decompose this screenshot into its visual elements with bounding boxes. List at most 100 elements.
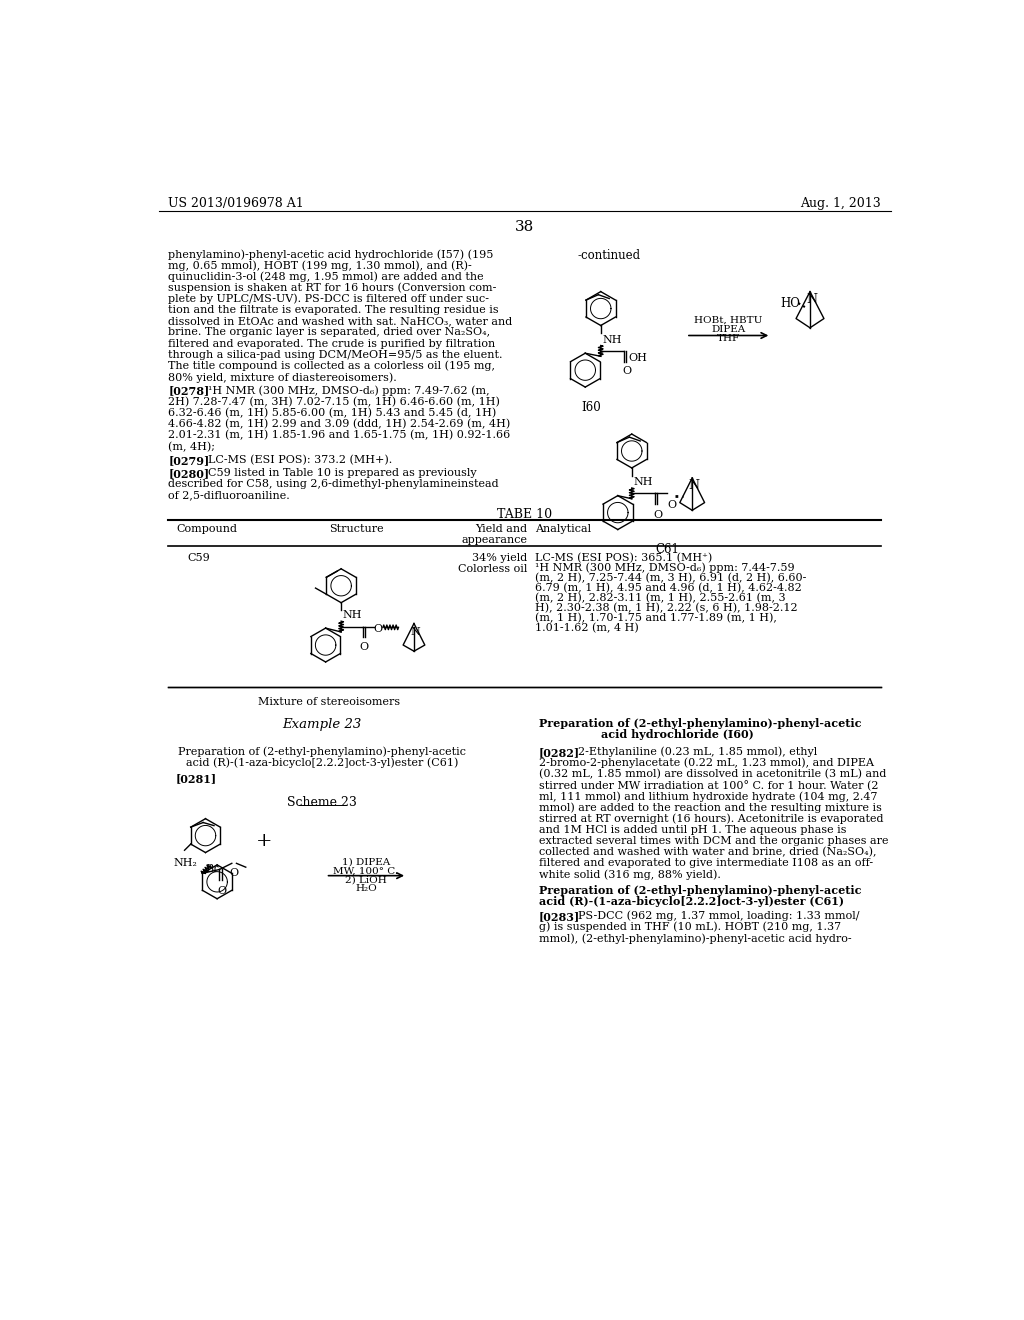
Text: acid (R)-(1-aza-bicyclo[2.2.2]oct-3-yl)ester (C61): acid (R)-(1-aza-bicyclo[2.2.2]oct-3-yl)e… [539, 896, 844, 907]
Text: LC-MS (ESI POS): 373.2 (MH+).: LC-MS (ESI POS): 373.2 (MH+). [201, 455, 392, 465]
Text: ¹H NMR (300 MHz, DMSO-d₆) ppm: 7.44-7.59: ¹H NMR (300 MHz, DMSO-d₆) ppm: 7.44-7.59 [535, 562, 795, 573]
Text: O: O [653, 511, 663, 520]
Text: HOBt, HBTU: HOBt, HBTU [694, 315, 763, 325]
Text: Colorless oil: Colorless oil [458, 564, 527, 574]
Text: acid hydrochloride (I60): acid hydrochloride (I60) [601, 730, 754, 741]
Text: 80% yield, mixture of diastereoisomers).: 80% yield, mixture of diastereoisomers). [168, 372, 397, 383]
Text: C61: C61 [655, 544, 679, 557]
Text: (m, 2 H), 2.82-3.11 (m, 1 H), 2.55-2.61 (m, 3: (m, 2 H), 2.82-3.11 (m, 1 H), 2.55-2.61 … [535, 593, 785, 603]
Text: appearance: appearance [461, 536, 527, 545]
Text: quinuclidin-3-ol (248 mg, 1.95 mmol) are added and the: quinuclidin-3-ol (248 mg, 1.95 mmol) are… [168, 272, 484, 282]
Text: 4.66-4.82 (m, 1H) 2.99 and 3.09 (ddd, 1H) 2.54-2.69 (m, 4H): 4.66-4.82 (m, 1H) 2.99 and 3.09 (ddd, 1H… [168, 418, 511, 429]
Text: Yield and: Yield and [475, 524, 527, 535]
Text: H₂O: H₂O [355, 883, 377, 892]
Text: filtered and evaporated. The crude is purified by filtration: filtered and evaporated. The crude is pu… [168, 339, 496, 348]
Text: NH: NH [602, 335, 622, 345]
Text: Compound: Compound [176, 524, 237, 535]
Text: mg, 0.65 mmol), HOBT (199 mg, 1.30 mmol), and (R)-: mg, 0.65 mmol), HOBT (199 mg, 1.30 mmol)… [168, 260, 472, 271]
Text: mmol), (2-ethyl-phenylamino)-phenyl-acetic acid hydro-: mmol), (2-ethyl-phenylamino)-phenyl-acet… [539, 933, 851, 944]
Text: brine. The organic layer is separated, dried over Na₂SO₄,: brine. The organic layer is separated, d… [168, 327, 490, 338]
Text: Aug. 1, 2013: Aug. 1, 2013 [801, 197, 882, 210]
Text: N: N [806, 293, 817, 306]
Text: I60: I60 [582, 401, 601, 414]
Text: described for C58, using 2,6-dimethyl-phenylamineinstead: described for C58, using 2,6-dimethyl-ph… [168, 479, 499, 490]
Text: dissolved in EtOAc and washed with sat. NaHCO₃, water and: dissolved in EtOAc and washed with sat. … [168, 317, 513, 326]
Text: Mixture of stereoisomers: Mixture of stereoisomers [258, 697, 400, 706]
Text: Scheme 23: Scheme 23 [287, 796, 356, 809]
Text: suspension is shaken at RT for 16 hours (Conversion com-: suspension is shaken at RT for 16 hours … [168, 282, 497, 293]
Text: US 2013/0196978 A1: US 2013/0196978 A1 [168, 197, 304, 210]
Text: (0.32 mL, 1.85 mmol) are dissolved in acetonitrile (3 mL) and: (0.32 mL, 1.85 mmol) are dissolved in ac… [539, 770, 886, 779]
Text: N: N [410, 627, 420, 638]
Text: Preparation of (2-ethyl-phenylamino)-phenyl-acetic: Preparation of (2-ethyl-phenylamino)-phe… [178, 747, 466, 758]
Text: collected and washed with water and brine, dried (Na₂SO₄),: collected and washed with water and brin… [539, 847, 877, 858]
Text: ¹H NMR (300 MHz, DMSO-d₆) ppm: 7.49-7.62 (m,: ¹H NMR (300 MHz, DMSO-d₆) ppm: 7.49-7.62… [201, 385, 489, 396]
Text: (m, 4H);: (m, 4H); [168, 441, 215, 451]
Text: (m, 2 H), 7.25-7.44 (m, 3 H), 6.91 (d, 2 H), 6.60-: (m, 2 H), 7.25-7.44 (m, 3 H), 6.91 (d, 2… [535, 573, 806, 583]
Text: 1.01-1.62 (m, 4 H): 1.01-1.62 (m, 4 H) [535, 623, 639, 634]
Text: [0278]: [0278] [168, 385, 210, 396]
Text: through a silica-pad using DCM/MeOH=95/5 as the eluent.: through a silica-pad using DCM/MeOH=95/5… [168, 350, 503, 360]
Text: N: N [688, 479, 699, 492]
Text: C59: C59 [187, 553, 210, 562]
Text: HO: HO [780, 297, 801, 310]
Text: O: O [229, 869, 239, 878]
Text: THF: THF [717, 334, 740, 343]
Text: H), 2.30-2.38 (m, 1 H), 2.22 (s, 6 H), 1.98-2.12: H), 2.30-2.38 (m, 1 H), 2.22 (s, 6 H), 1… [535, 603, 798, 612]
Text: extracted several times with DCM and the organic phases are: extracted several times with DCM and the… [539, 836, 888, 846]
Text: MW, 100° C.: MW, 100° C. [334, 867, 398, 875]
Text: [0281]: [0281] [176, 774, 217, 784]
Text: [0280]: [0280] [168, 469, 210, 479]
Text: DIPEA: DIPEA [712, 325, 745, 334]
Text: mmol) are added to the reaction and the resulting mixture is: mmol) are added to the reaction and the … [539, 803, 882, 813]
Text: O: O [374, 624, 383, 634]
Text: acid (R)-(1-aza-bicyclo[2.2.2]oct-3-yl)ester (C61): acid (R)-(1-aza-bicyclo[2.2.2]oct-3-yl)e… [185, 758, 458, 768]
Text: filtered and evaporated to give intermediate I108 as an off-: filtered and evaporated to give intermed… [539, 858, 872, 869]
Text: 34% yield: 34% yield [472, 553, 527, 562]
Text: 2.01-2.31 (m, 1H) 1.85-1.96 and 1.65-1.75 (m, 1H) 0.92-1.66: 2.01-2.31 (m, 1H) 1.85-1.96 and 1.65-1.7… [168, 430, 511, 441]
Text: 2-bromo-2-phenylacetate (0.22 mL, 1.23 mmol), and DIPEA: 2-bromo-2-phenylacetate (0.22 mL, 1.23 m… [539, 758, 873, 768]
Text: 2) LiOH: 2) LiOH [345, 875, 387, 884]
Text: Preparation of (2-ethyl-phenylamino)-phenyl-acetic: Preparation of (2-ethyl-phenylamino)-phe… [539, 718, 861, 729]
Text: PS-DCC (962 mg, 1.37 mmol, loading: 1.33 mmol/: PS-DCC (962 mg, 1.37 mmol, loading: 1.33… [571, 911, 860, 921]
Text: [0283]: [0283] [539, 911, 580, 921]
Text: [0279]: [0279] [168, 455, 210, 466]
Text: of 2,5-difluoroaniline.: of 2,5-difluoroaniline. [168, 491, 290, 500]
Text: O: O [359, 642, 369, 652]
Text: g) is suspended in THF (10 mL). HOBT (210 mg, 1.37: g) is suspended in THF (10 mL). HOBT (21… [539, 921, 841, 932]
Text: stirred at RT overnight (16 hours). Acetonitrile is evaporated: stirred at RT overnight (16 hours). Acet… [539, 813, 884, 824]
Text: OH: OH [629, 354, 647, 363]
Text: stirred under MW irradiation at 100° C. for 1 hour. Water (2: stirred under MW irradiation at 100° C. … [539, 780, 879, 791]
Text: 2H) 7.28-7.47 (m, 3H) 7.02-7.15 (m, 1H) 6.46-6.60 (m, 1H): 2H) 7.28-7.47 (m, 3H) 7.02-7.15 (m, 1H) … [168, 397, 500, 407]
Text: 2-Ethylaniline (0.23 mL, 1.85 mmol), ethyl: 2-Ethylaniline (0.23 mL, 1.85 mmol), eth… [571, 747, 817, 758]
Text: Preparation of (2-ethyl-phenylamino)-phenyl-acetic: Preparation of (2-ethyl-phenylamino)-phe… [539, 884, 861, 895]
Text: Structure: Structure [330, 524, 384, 535]
Text: C59 listed in Table 10 is prepared as previously: C59 listed in Table 10 is prepared as pr… [201, 469, 476, 478]
Text: O: O [668, 499, 677, 510]
Text: 6.79 (m, 1 H), 4.95 and 4.96 (d, 1 H), 4.62-4.82: 6.79 (m, 1 H), 4.95 and 4.96 (d, 1 H), 4… [535, 582, 802, 593]
Text: Br: Br [206, 865, 219, 874]
Text: (m, 1 H), 1.70-1.75 and 1.77-1.89 (m, 1 H),: (m, 1 H), 1.70-1.75 and 1.77-1.89 (m, 1 … [535, 612, 777, 623]
Text: Example 23: Example 23 [283, 718, 361, 731]
Text: plete by UPLC/MS-UV). PS-DCC is filtered off under suc-: plete by UPLC/MS-UV). PS-DCC is filtered… [168, 294, 489, 305]
Text: NH: NH [633, 478, 653, 487]
Text: NH: NH [343, 610, 362, 620]
Text: O: O [623, 367, 632, 376]
Text: LC-MS (ESI POS): 365.1 (MH⁺): LC-MS (ESI POS): 365.1 (MH⁺) [535, 553, 712, 562]
Text: 38: 38 [515, 220, 535, 234]
Text: and 1M HCl is added until pH 1. The aqueous phase is: and 1M HCl is added until pH 1. The aque… [539, 825, 846, 834]
Text: ml, 111 mmol) and lithium hydroxide hydrate (104 mg, 2.47: ml, 111 mmol) and lithium hydroxide hydr… [539, 792, 878, 803]
Text: Analytical: Analytical [535, 524, 591, 535]
Text: [0282]: [0282] [539, 747, 580, 758]
Text: tion and the filtrate is evaporated. The resulting residue is: tion and the filtrate is evaporated. The… [168, 305, 499, 315]
Text: The title compound is collected as a colorless oil (195 mg,: The title compound is collected as a col… [168, 360, 496, 371]
Text: +: + [256, 832, 272, 850]
Text: white solid (316 mg, 88% yield).: white solid (316 mg, 88% yield). [539, 870, 721, 880]
Text: 6.32-6.46 (m, 1H) 5.85-6.00 (m, 1H) 5.43 and 5.45 (d, 1H): 6.32-6.46 (m, 1H) 5.85-6.00 (m, 1H) 5.43… [168, 408, 497, 418]
Text: -continued: -continued [578, 249, 641, 263]
Text: NH₂: NH₂ [174, 858, 198, 869]
Text: TABE 10: TABE 10 [498, 508, 552, 521]
Text: O: O [218, 887, 227, 896]
Text: phenylamino)-phenyl-acetic acid hydrochloride (I57) (195: phenylamino)-phenyl-acetic acid hydrochl… [168, 249, 494, 260]
Text: 1) DIPEA: 1) DIPEA [342, 858, 390, 866]
